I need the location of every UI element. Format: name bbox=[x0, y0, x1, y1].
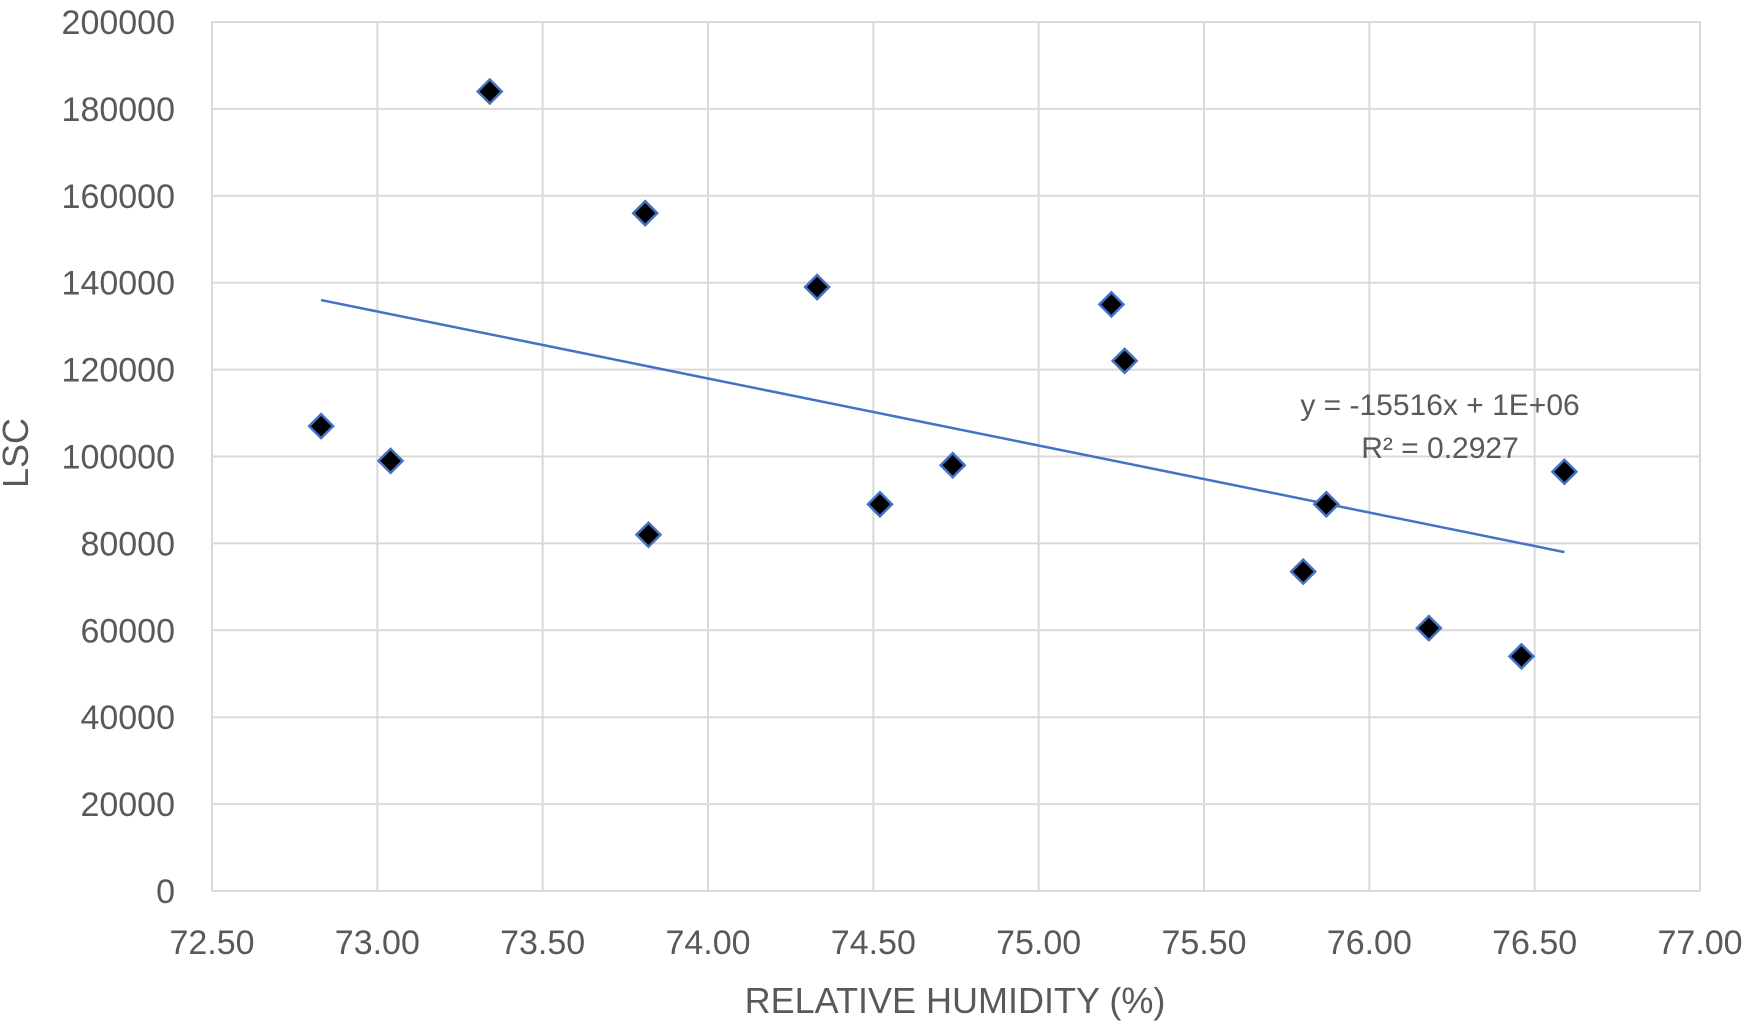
x-axis-title: RELATIVE HUMIDITY (%) bbox=[745, 980, 1166, 1021]
data-point bbox=[803, 273, 831, 301]
x-tick-label: 73.00 bbox=[335, 924, 420, 962]
x-tick-label: 75.50 bbox=[1161, 924, 1246, 962]
data-point bbox=[1550, 457, 1579, 486]
y-tick-label: 140000 bbox=[62, 265, 175, 303]
data-point bbox=[866, 490, 894, 519]
trendline bbox=[320, 298, 1565, 554]
data-point bbox=[631, 199, 659, 227]
trendline-r-squared: R² = 0.2927 bbox=[1361, 432, 1519, 465]
x-tick-label: 74.50 bbox=[831, 924, 916, 962]
data-point bbox=[376, 447, 405, 475]
x-tick-label: 73.50 bbox=[500, 924, 585, 962]
y-tick-label: 200000 bbox=[62, 4, 175, 42]
y-tick-label: 40000 bbox=[80, 699, 175, 737]
y-tick-label: 20000 bbox=[80, 786, 175, 824]
data-point bbox=[1312, 490, 1341, 519]
y-axis-title: LSC bbox=[0, 418, 36, 488]
data-point bbox=[307, 412, 335, 440]
y-tick-label: 120000 bbox=[62, 352, 175, 390]
data-point bbox=[1097, 290, 1126, 319]
trendline-equation: y = -15516x + 1E+06 bbox=[1300, 389, 1579, 422]
x-tick-label: 75.00 bbox=[996, 924, 1081, 962]
data-points bbox=[307, 77, 1579, 671]
y-tick-label: 100000 bbox=[62, 439, 175, 477]
grid bbox=[211, 21, 1701, 892]
data-point bbox=[1507, 642, 1536, 671]
y-tick-label: 160000 bbox=[62, 178, 175, 216]
y-tick-label: 80000 bbox=[80, 525, 175, 563]
x-tick-label: 76.00 bbox=[1327, 924, 1412, 962]
data-point bbox=[938, 451, 967, 479]
x-tick-label: 74.00 bbox=[665, 924, 750, 962]
data-point bbox=[1415, 614, 1443, 642]
data-point bbox=[1110, 347, 1139, 375]
data-point bbox=[634, 520, 663, 549]
trendline-path bbox=[320, 298, 1565, 554]
x-axis-ticks: 72.50 73.00 73.50 74.00 74.50 75.00 75.50 76.00… bbox=[169, 924, 1742, 962]
y-tick-label: 0 bbox=[156, 873, 175, 911]
data-point bbox=[1289, 557, 1317, 586]
x-tick-label: 77.00 bbox=[1657, 924, 1742, 962]
x-tick-label: 72.50 bbox=[169, 924, 254, 962]
y-tick-label: 180000 bbox=[62, 91, 175, 129]
y-tick-label: 60000 bbox=[80, 612, 175, 650]
x-tick-label: 76.50 bbox=[1492, 924, 1577, 962]
y-axis-ticks: 0 20000 40000 60000 80000 100000 120000 140000 1… bbox=[62, 4, 175, 911]
data-point bbox=[475, 77, 504, 106]
